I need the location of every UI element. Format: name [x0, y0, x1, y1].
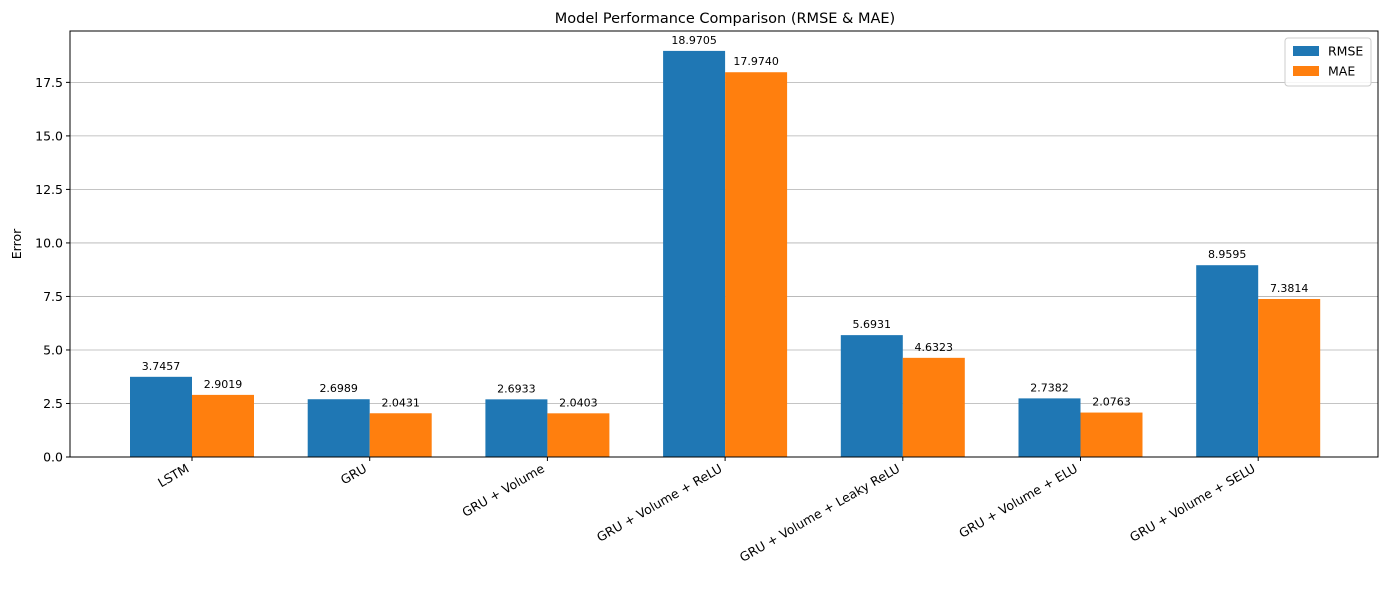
data-label-rmse-6: 8.9595 [1208, 248, 1247, 261]
data-label-mae-2: 2.0403 [559, 396, 598, 409]
data-labels: 3.7457 2.9019 2.6989 2.0431 2.6933 2.0403 18.9… [142, 34, 1309, 409]
legend: RMSE MAE [1284, 37, 1372, 87]
y-tick-label: 2.5 [43, 396, 63, 411]
y-tick-label: 7.5 [43, 289, 63, 304]
legend-swatch-rmse [1293, 46, 1319, 56]
data-label-rmse-0: 3.7457 [142, 360, 181, 373]
bar-rmse-1 [307, 399, 370, 457]
legend-swatch-mae [1293, 66, 1319, 76]
y-tick-label: 12.5 [35, 182, 63, 197]
bar-mae-6 [1258, 298, 1321, 457]
data-label-rmse-2: 2.6933 [497, 382, 536, 395]
bar-rmse-2 [485, 399, 548, 457]
y-tick-label: 0.0 [43, 450, 63, 465]
y-axis-label: Error [9, 228, 24, 259]
data-label-mae-0: 2.9019 [204, 378, 243, 391]
data-label-rmse-4: 5.6931 [853, 318, 892, 331]
bar-mae-3 [725, 72, 788, 457]
y-tick-label: 15.0 [35, 128, 63, 143]
y-axis: 0.0 2.5 5.0 7.5 10.0 12.5 15.0 17.5 [35, 75, 70, 465]
bar-mae-5 [1080, 412, 1143, 457]
bar-rmse-3 [663, 50, 726, 458]
y-tick-label: 17.5 [35, 75, 63, 90]
data-label-rmse-3: 18.9705 [671, 34, 717, 47]
bar-mae-2 [547, 413, 610, 457]
bar-rmse-6 [1196, 265, 1259, 457]
data-label-rmse-5: 2.7382 [1030, 381, 1069, 394]
plot-frame [69, 30, 1379, 458]
y-tick-label: 10.0 [35, 235, 63, 250]
data-label-mae-1: 2.0431 [381, 396, 420, 409]
bar-mae-1 [369, 413, 432, 457]
data-label-mae-5: 2.0763 [1092, 396, 1131, 409]
y-tick-label: 5.0 [43, 342, 63, 357]
bar-rmse-0 [130, 376, 192, 457]
data-label-rmse-1: 2.6989 [319, 382, 358, 395]
legend-label-mae: MAE [1328, 64, 1355, 79]
bar-rmse-4 [840, 335, 903, 457]
data-label-mae-3: 17.9740 [733, 55, 779, 68]
bar-rmse-5 [1018, 398, 1081, 457]
chart-title: Model Performance Comparison (RMSE & MAE… [555, 11, 895, 27]
data-label-mae-6: 7.3814 [1270, 282, 1309, 295]
bar-mae-0 [192, 394, 254, 457]
bars [130, 50, 1321, 458]
bar-mae-4 [902, 357, 965, 457]
data-label-mae-4: 4.6323 [915, 341, 954, 354]
legend-label-rmse: RMSE [1328, 44, 1363, 59]
